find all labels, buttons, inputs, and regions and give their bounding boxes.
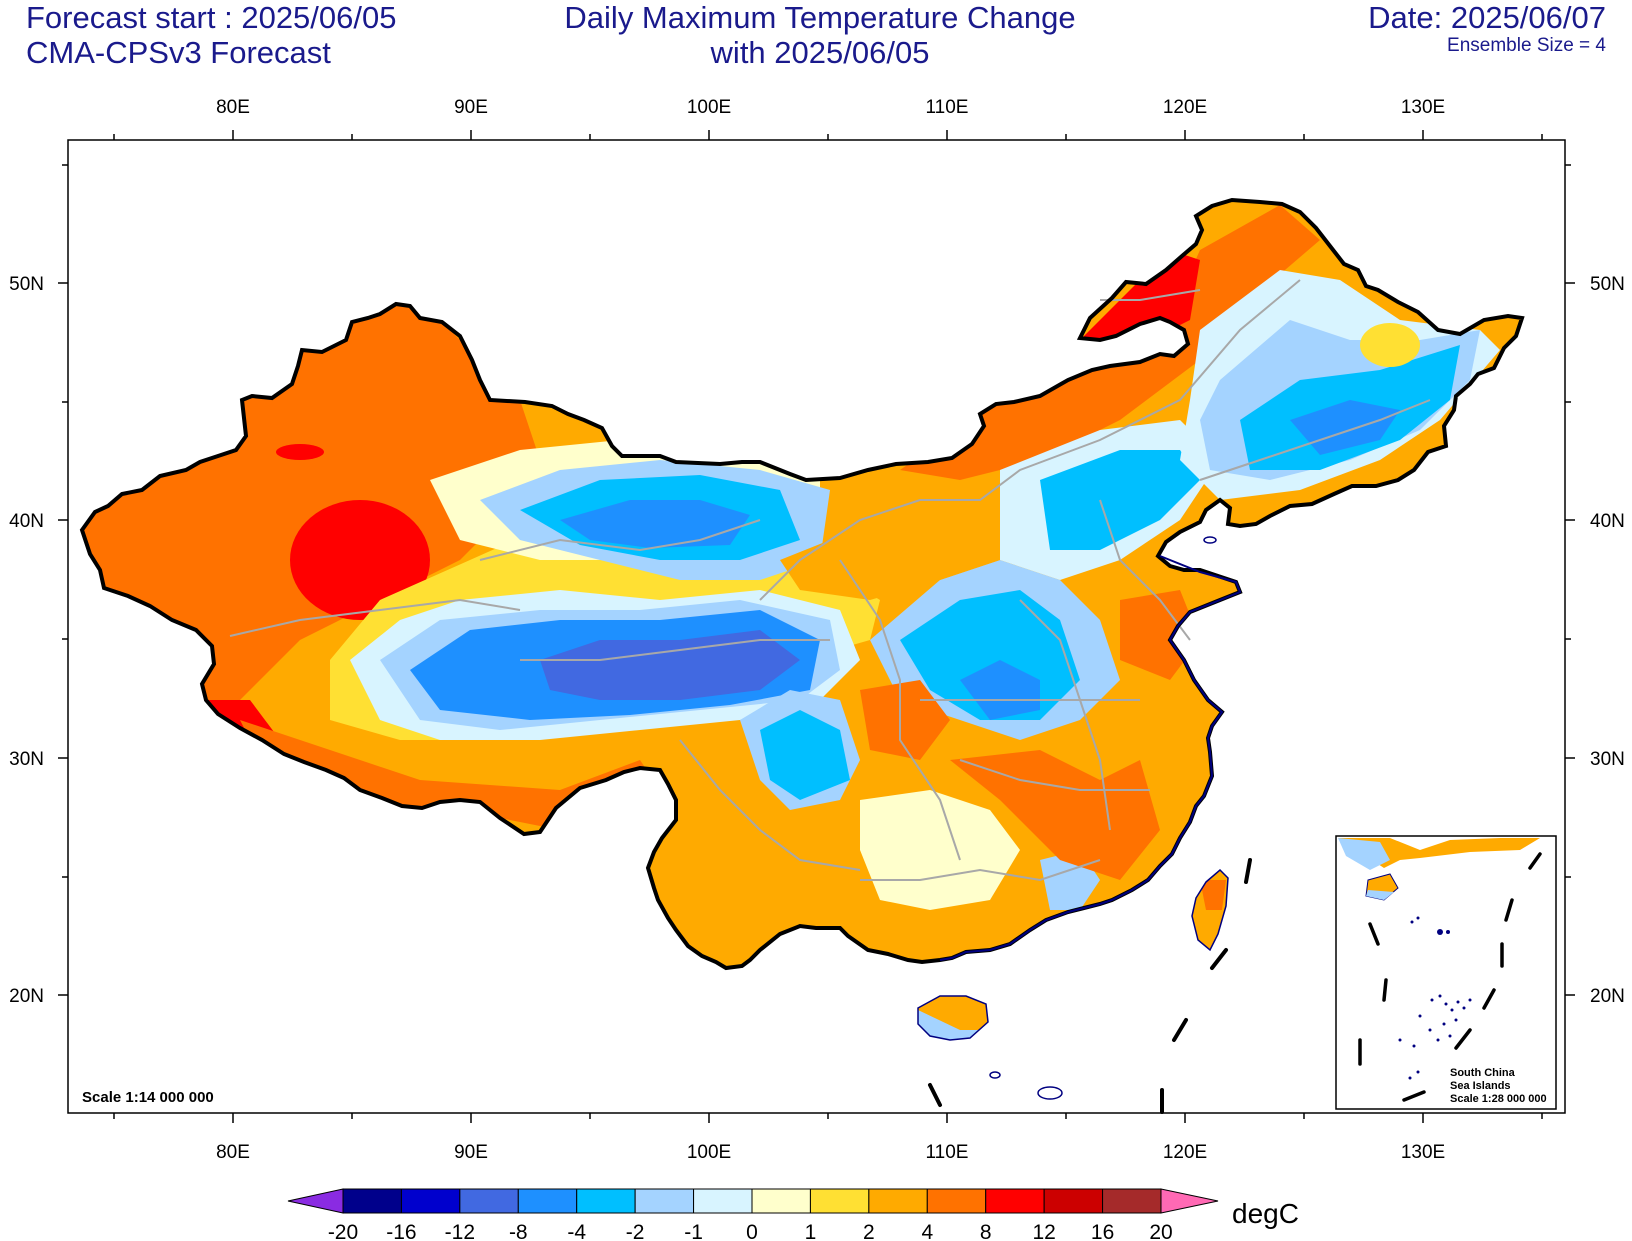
lon-label-130e-bottom: 130E (1401, 1142, 1445, 1163)
colorbar-box (634, 1188, 695, 1214)
colorbar-tick-label: -1 (684, 1221, 703, 1241)
lat-label-20n-right: 20N (1590, 986, 1625, 1007)
lon-label-90e-top: 90E (454, 97, 488, 118)
map-title-line2: with 2025/06/05 (710, 35, 930, 70)
coastline (939, 555, 1242, 961)
colorbar-tick-label: 2 (863, 1221, 875, 1241)
inset-title-line2: Sea Islands (1450, 1080, 1511, 1092)
colorbar-tick-label: 0 (746, 1221, 758, 1241)
colorbar-box (693, 1188, 753, 1214)
colorbar-tick-label: -20 (328, 1221, 358, 1241)
map-title-line1: Daily Maximum Temperature Change (564, 0, 1076, 35)
lat-label-30n-right: 30N (1590, 749, 1625, 770)
colorbar-tick-label: -8 (509, 1221, 528, 1241)
lon-label-100e-top: 100E (687, 97, 731, 118)
lat-label-50n-left: 50N (9, 274, 44, 295)
province-boundaries (229, 279, 1431, 882)
colorbar-tick-label: -12 (445, 1221, 475, 1241)
lon-label-90e-bottom: 90E (454, 1142, 488, 1163)
lon-label-120e-top: 120E (1163, 97, 1207, 118)
lon-label-130e-top: 130E (1401, 97, 1445, 118)
inset-scale-label: Scale 1:28 000 000 (1450, 1093, 1547, 1105)
colorbar-box (517, 1188, 578, 1214)
colorbar-box (985, 1188, 1045, 1214)
colorbar-tick-label: -16 (386, 1221, 416, 1241)
lon-label-80e-bottom: 80E (216, 1142, 250, 1163)
lat-label-50n-right: 50N (1590, 274, 1625, 295)
ensemble-size-label: Ensemble Size = 4 (1447, 35, 1606, 56)
map-title: Daily Maximum Temperature Change with 20… (520, 0, 1120, 70)
colorbar-tick-label: 1 (805, 1221, 817, 1241)
inset-map: South China Sea Islands Scale 1:28 000 0… (1335, 835, 1557, 1110)
lon-label-100e-bottom: 100E (687, 1142, 731, 1163)
lat-label-40n-right: 40N (1590, 511, 1625, 532)
colorbar-box (342, 1188, 402, 1214)
colorbar-unit-label: degC (1232, 1198, 1299, 1229)
valid-date-label: Date: 2025/06/07 (1368, 0, 1606, 35)
colorbar-tick-label: 16 (1091, 1221, 1114, 1241)
colorbar-box (1043, 1188, 1104, 1214)
scale-label: Scale 1:14 000 000 (82, 1089, 214, 1106)
colorbar-box (576, 1188, 636, 1214)
colorbar-box (400, 1188, 461, 1214)
lon-label-110e-bottom: 110E (926, 1142, 969, 1163)
islands (989, 536, 1217, 1100)
colorbar-box (868, 1188, 928, 1214)
colorbar: -20 -16 -12 -8 -4 -2 -1 0 1 2 4 8 12 16 20 degC (287, 1188, 1299, 1241)
axis-ticks (58, 130, 1575, 1123)
colorbar-tick-label: 20 (1149, 1221, 1172, 1241)
colorbar-tick-label: -2 (626, 1221, 645, 1241)
colorbar-box (1102, 1188, 1162, 1214)
nine-dash-line (928, 858, 1252, 1114)
colorbar-box (459, 1188, 519, 1214)
lat-label-30n-left: 30N (9, 749, 44, 770)
lon-label-110e-top: 110E (926, 97, 969, 118)
colorbar-box (751, 1188, 811, 1214)
model-name-label: CMA-CPSv3 Forecast (26, 35, 331, 70)
colorbar-low-arrow (287, 1188, 344, 1214)
lat-label-20n-left: 20N (9, 986, 44, 1007)
colorbar-high-arrow (1160, 1188, 1219, 1214)
lon-label-120e-bottom: 120E (1163, 1142, 1207, 1163)
lon-label-80e-top: 80E (216, 97, 250, 118)
inset-title-line1: South China (1450, 1067, 1516, 1079)
taiwan-coast (1191, 868, 1229, 952)
hainan-coast (917, 995, 989, 1041)
lat-label-40n-left: 40N (9, 511, 44, 532)
colorbar-box (809, 1188, 870, 1214)
header-right: Date: 2025/06/07 Ensemble Size = 4 (1368, 0, 1606, 57)
header-left: Forecast start : 2025/06/05 CMA-CPSv3 Fo… (26, 0, 397, 70)
colorbar-tick-label: 4 (921, 1221, 933, 1241)
forecast-start-label: Forecast start : 2025/06/05 (26, 0, 397, 35)
colorbar-tick-label: -4 (567, 1221, 586, 1241)
colorbar-box (926, 1188, 987, 1214)
colorbar-tick-label: 12 (1032, 1221, 1055, 1241)
colorbar-tick-label: 8 (980, 1221, 992, 1241)
